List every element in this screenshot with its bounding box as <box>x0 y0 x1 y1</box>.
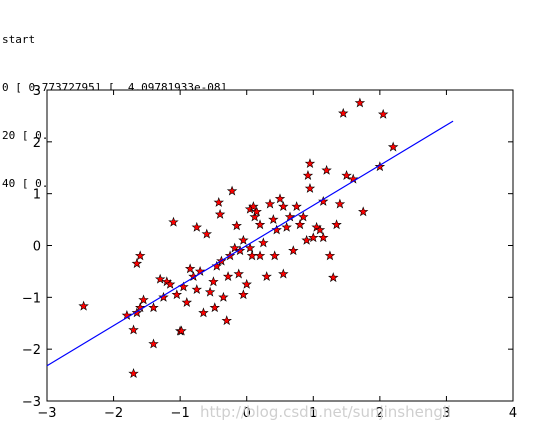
y-tick-label: 1 <box>33 188 41 203</box>
data-point-star <box>261 271 272 282</box>
data-point-star <box>334 198 346 209</box>
data-point-star <box>176 325 187 336</box>
data-point-star <box>164 278 176 289</box>
watermark-text: http://blog.csdn.net/sunjinshengli <box>200 403 451 421</box>
data-point-star <box>234 245 246 256</box>
x-tick-label: −3 <box>37 406 56 421</box>
x-tick-label: 2 <box>376 406 384 421</box>
data-point-star <box>238 289 249 300</box>
data-point-star <box>294 219 306 230</box>
x-tick-label: −1 <box>171 406 190 421</box>
data-point-star <box>274 193 286 204</box>
data-point-star <box>191 221 202 232</box>
data-point-star <box>208 276 219 287</box>
axis-ticks: −3 −2 −1 0 1 2 3 4 3 2 1 0 −1 −2 −3 <box>22 84 517 421</box>
y-tick-label: 2 <box>33 136 41 151</box>
data-point-star <box>229 242 240 253</box>
data-point-star <box>154 273 166 284</box>
data-point-star <box>249 211 260 222</box>
data-point-star <box>131 307 143 318</box>
data-point-star <box>221 315 232 326</box>
y-tick-label: −1 <box>22 291 41 306</box>
data-point-star <box>304 183 316 193</box>
data-point-star <box>291 201 302 212</box>
data-point-star <box>251 206 262 217</box>
data-point-star <box>324 250 336 261</box>
data-point-star <box>168 216 179 227</box>
data-point-star <box>354 97 366 108</box>
data-point-star <box>278 268 289 279</box>
data-point-star <box>214 208 226 219</box>
data-point-star <box>318 232 329 243</box>
console-line: start <box>2 33 36 46</box>
data-point-star <box>298 211 309 222</box>
data-point-star <box>271 224 282 235</box>
data-point-star <box>318 195 329 206</box>
data-point-star <box>128 324 139 335</box>
data-point-star <box>213 197 224 207</box>
y-tick-label: −2 <box>22 343 41 358</box>
data-point-star <box>358 206 369 217</box>
data-point-star <box>321 164 332 175</box>
data-point-star <box>134 250 146 261</box>
data-point-star <box>264 198 276 209</box>
data-point-star <box>233 268 244 279</box>
data-point-star <box>328 272 339 283</box>
data-point-star <box>181 297 193 307</box>
data-point-star <box>331 219 342 230</box>
y-tick-label: 0 <box>33 240 41 255</box>
data-point-star <box>209 302 220 313</box>
regression-line <box>46 120 454 367</box>
x-tick-label: 1 <box>309 406 317 421</box>
x-tick-label: 4 <box>509 406 517 421</box>
data-point-star <box>148 302 159 313</box>
data-point-star <box>226 185 238 196</box>
plot-area-frame <box>46 89 514 402</box>
y-tick-label: 3 <box>33 84 41 99</box>
data-point-star <box>191 284 202 294</box>
data-point-star <box>222 271 234 282</box>
data-point-star <box>218 291 229 302</box>
data-point-star <box>244 242 256 253</box>
data-point-star <box>78 300 89 311</box>
data-point-star <box>171 289 183 300</box>
data-point-star <box>281 221 292 232</box>
data-point-star <box>158 291 169 302</box>
data-point-star <box>314 224 326 235</box>
data-point-star <box>341 170 352 180</box>
data-point-star <box>131 258 143 269</box>
data-point-star <box>248 201 259 212</box>
y-tick-label: −3 <box>22 395 41 410</box>
data-point-star <box>268 214 279 225</box>
data-point-star <box>258 237 269 248</box>
data-point-star <box>302 170 314 180</box>
data-point-star <box>241 278 252 289</box>
data-point-star <box>374 161 386 172</box>
data-point-star <box>138 294 149 305</box>
data-point-star <box>254 219 266 230</box>
data-point-star <box>338 107 349 118</box>
data-point-star <box>254 250 266 261</box>
data-point-star <box>198 307 209 318</box>
x-tick-label: 3 <box>442 406 450 421</box>
data-point-star <box>304 158 316 169</box>
data-point-star <box>269 250 280 261</box>
data-point-star <box>184 263 196 274</box>
data-point-star <box>238 234 249 245</box>
x-tick-label: −2 <box>104 406 123 421</box>
data-point-star <box>204 286 216 297</box>
data-point-star <box>387 141 399 152</box>
data-point-star <box>128 368 139 378</box>
data-point-star <box>308 232 319 243</box>
data-points <box>78 97 399 378</box>
data-point-star <box>231 220 242 231</box>
data-point-star <box>288 245 299 256</box>
data-point-star <box>148 338 159 349</box>
data-point-star <box>278 201 289 212</box>
data-point-star <box>377 108 389 119</box>
data-point-star <box>201 228 212 239</box>
x-tick-label: 0 <box>243 406 251 421</box>
data-point-star <box>301 234 312 245</box>
